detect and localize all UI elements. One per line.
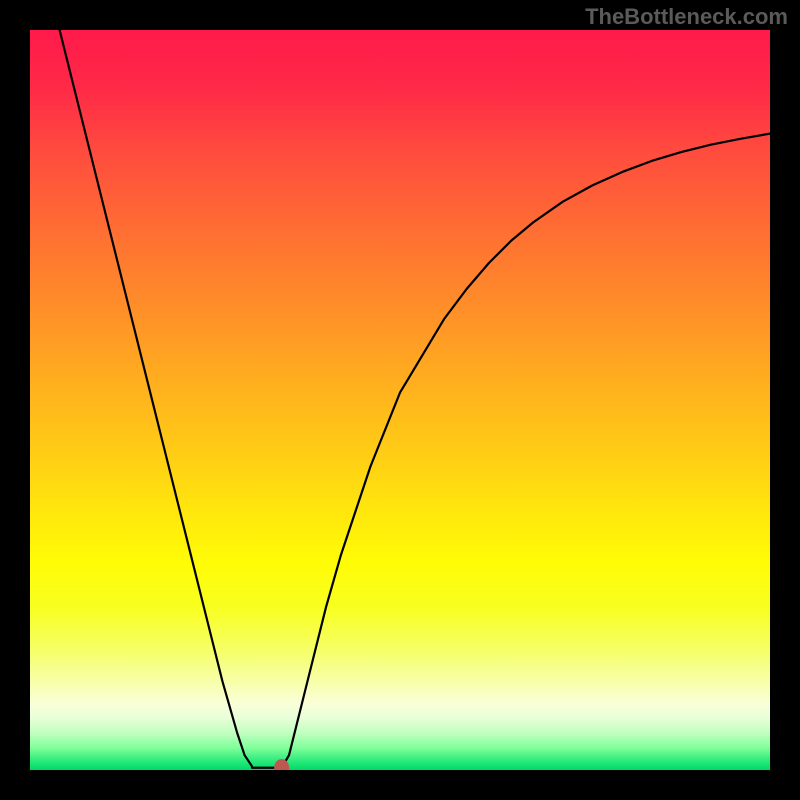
plot-area: [30, 30, 770, 770]
bottleneck-curve: [60, 30, 770, 768]
watermark-text: TheBottleneck.com: [585, 4, 788, 30]
curve-layer: [30, 30, 770, 770]
